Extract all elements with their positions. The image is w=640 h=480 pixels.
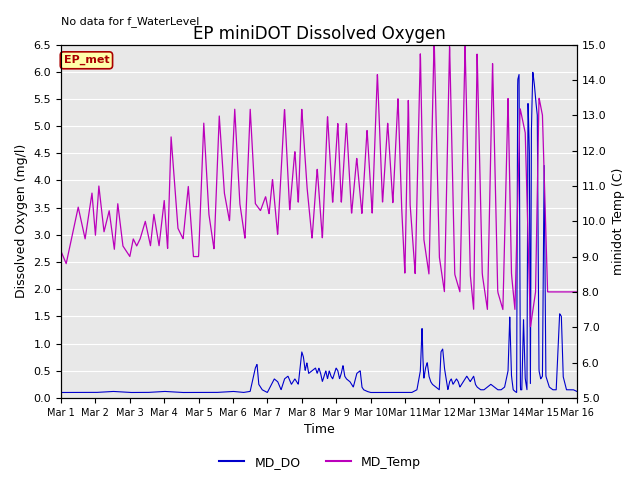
MD_DO [508, 360, 515, 366]
MD_Temp [57, 249, 65, 254]
MD_Temp [147, 243, 154, 249]
Line: MD_DO: MD_DO [61, 72, 577, 393]
MD_Temp [508, 262, 515, 267]
MD_DO [573, 388, 580, 394]
Y-axis label: minidot Temp (C): minidot Temp (C) [612, 168, 625, 275]
MD_DO [255, 382, 262, 387]
MD_Temp [527, 324, 534, 330]
MD_Temp [277, 168, 285, 173]
Line: MD_Temp: MD_Temp [61, 40, 577, 327]
MD_Temp [255, 205, 262, 211]
MD_Temp [573, 289, 580, 295]
Text: No data for f_WaterLevel: No data for f_WaterLevel [61, 16, 200, 27]
MD_DO [116, 389, 124, 395]
MD_Temp [116, 218, 124, 224]
Y-axis label: Dissolved Oxygen (mg/l): Dissolved Oxygen (mg/l) [15, 144, 28, 299]
MD_Temp [430, 37, 438, 43]
MD_Temp [563, 289, 571, 295]
MD_DO [277, 387, 285, 393]
MD_DO [147, 389, 154, 395]
Legend: MD_DO, MD_Temp: MD_DO, MD_Temp [214, 451, 426, 474]
Title: EP miniDOT Dissolved Oxygen: EP miniDOT Dissolved Oxygen [193, 25, 445, 43]
MD_DO [529, 70, 537, 75]
X-axis label: Time: Time [303, 423, 334, 436]
MD_DO [563, 387, 571, 393]
MD_DO [57, 390, 65, 396]
Text: EP_met: EP_met [63, 55, 109, 65]
